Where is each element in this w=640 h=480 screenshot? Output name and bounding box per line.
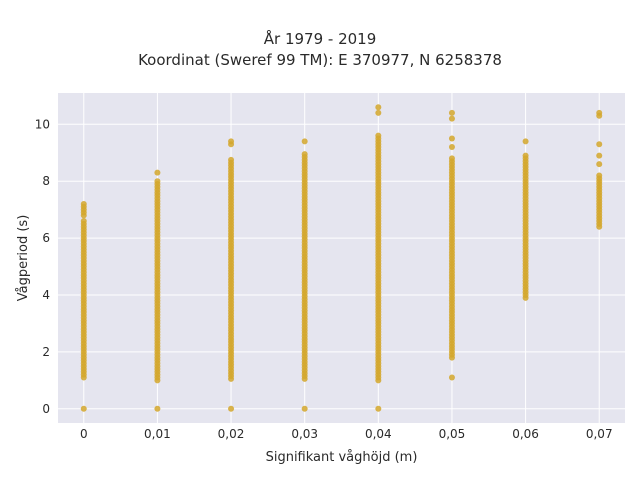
data-point: [375, 132, 382, 139]
data-point: [375, 405, 382, 412]
x-tick-label: 0,03: [291, 427, 318, 441]
data-point: [448, 109, 455, 116]
x-tick-label: 0,04: [365, 427, 392, 441]
x-tick-labels: 0 0,01 0,02 0,03 0,04 0,05 0,06 0,07: [80, 427, 613, 441]
plot-background: [58, 93, 625, 423]
data-point: [154, 405, 161, 412]
data-point: [80, 200, 87, 207]
data-point: [448, 155, 455, 162]
data-point: [301, 151, 308, 158]
x-tick-label: 0,07: [586, 427, 613, 441]
chart-title-line-1: År 1979 - 2019: [263, 30, 377, 48]
y-tick-labels: 0 2 4 6 8 10: [35, 117, 50, 415]
x-tick-label: 0,05: [439, 427, 466, 441]
y-axis-label: Vågperiod (s): [16, 215, 31, 302]
y-tick-label: 2: [42, 345, 50, 359]
data-point: [228, 138, 235, 145]
data-point: [596, 141, 603, 148]
y-tick-label: 0: [42, 402, 50, 416]
data-point: [228, 156, 235, 163]
data-point: [228, 405, 235, 412]
data-point: [596, 172, 603, 179]
y-tick-label: 10: [35, 117, 50, 131]
data-points: [80, 104, 603, 412]
data-point: [522, 138, 529, 145]
data-point: [596, 109, 603, 116]
data-point: [80, 218, 87, 225]
data-point: [154, 178, 161, 185]
x-tick-label: 0,06: [512, 427, 539, 441]
chart-title-line-2: Koordinat (Sweref 99 TM): E 370977, N 62…: [138, 51, 502, 69]
data-point: [522, 152, 529, 159]
data-point: [448, 135, 455, 142]
data-point: [80, 405, 87, 412]
data-point: [596, 152, 603, 159]
data-point: [375, 109, 382, 116]
data-point: [596, 161, 603, 168]
x-tick-label: 0: [80, 427, 88, 441]
data-point: [375, 104, 382, 111]
data-point: [448, 115, 455, 122]
data-point: [448, 144, 455, 151]
data-point: [301, 138, 308, 145]
data-point: [301, 405, 308, 412]
x-axis-label: Signifikant våghöjd (m): [266, 450, 418, 465]
y-tick-label: 6: [42, 231, 50, 245]
y-tick-label: 4: [42, 288, 50, 302]
y-tick-label: 8: [42, 174, 50, 188]
data-point: [448, 374, 455, 381]
x-tick-label: 0,01: [144, 427, 171, 441]
data-point: [154, 169, 161, 176]
x-tick-label: 0,02: [218, 427, 245, 441]
